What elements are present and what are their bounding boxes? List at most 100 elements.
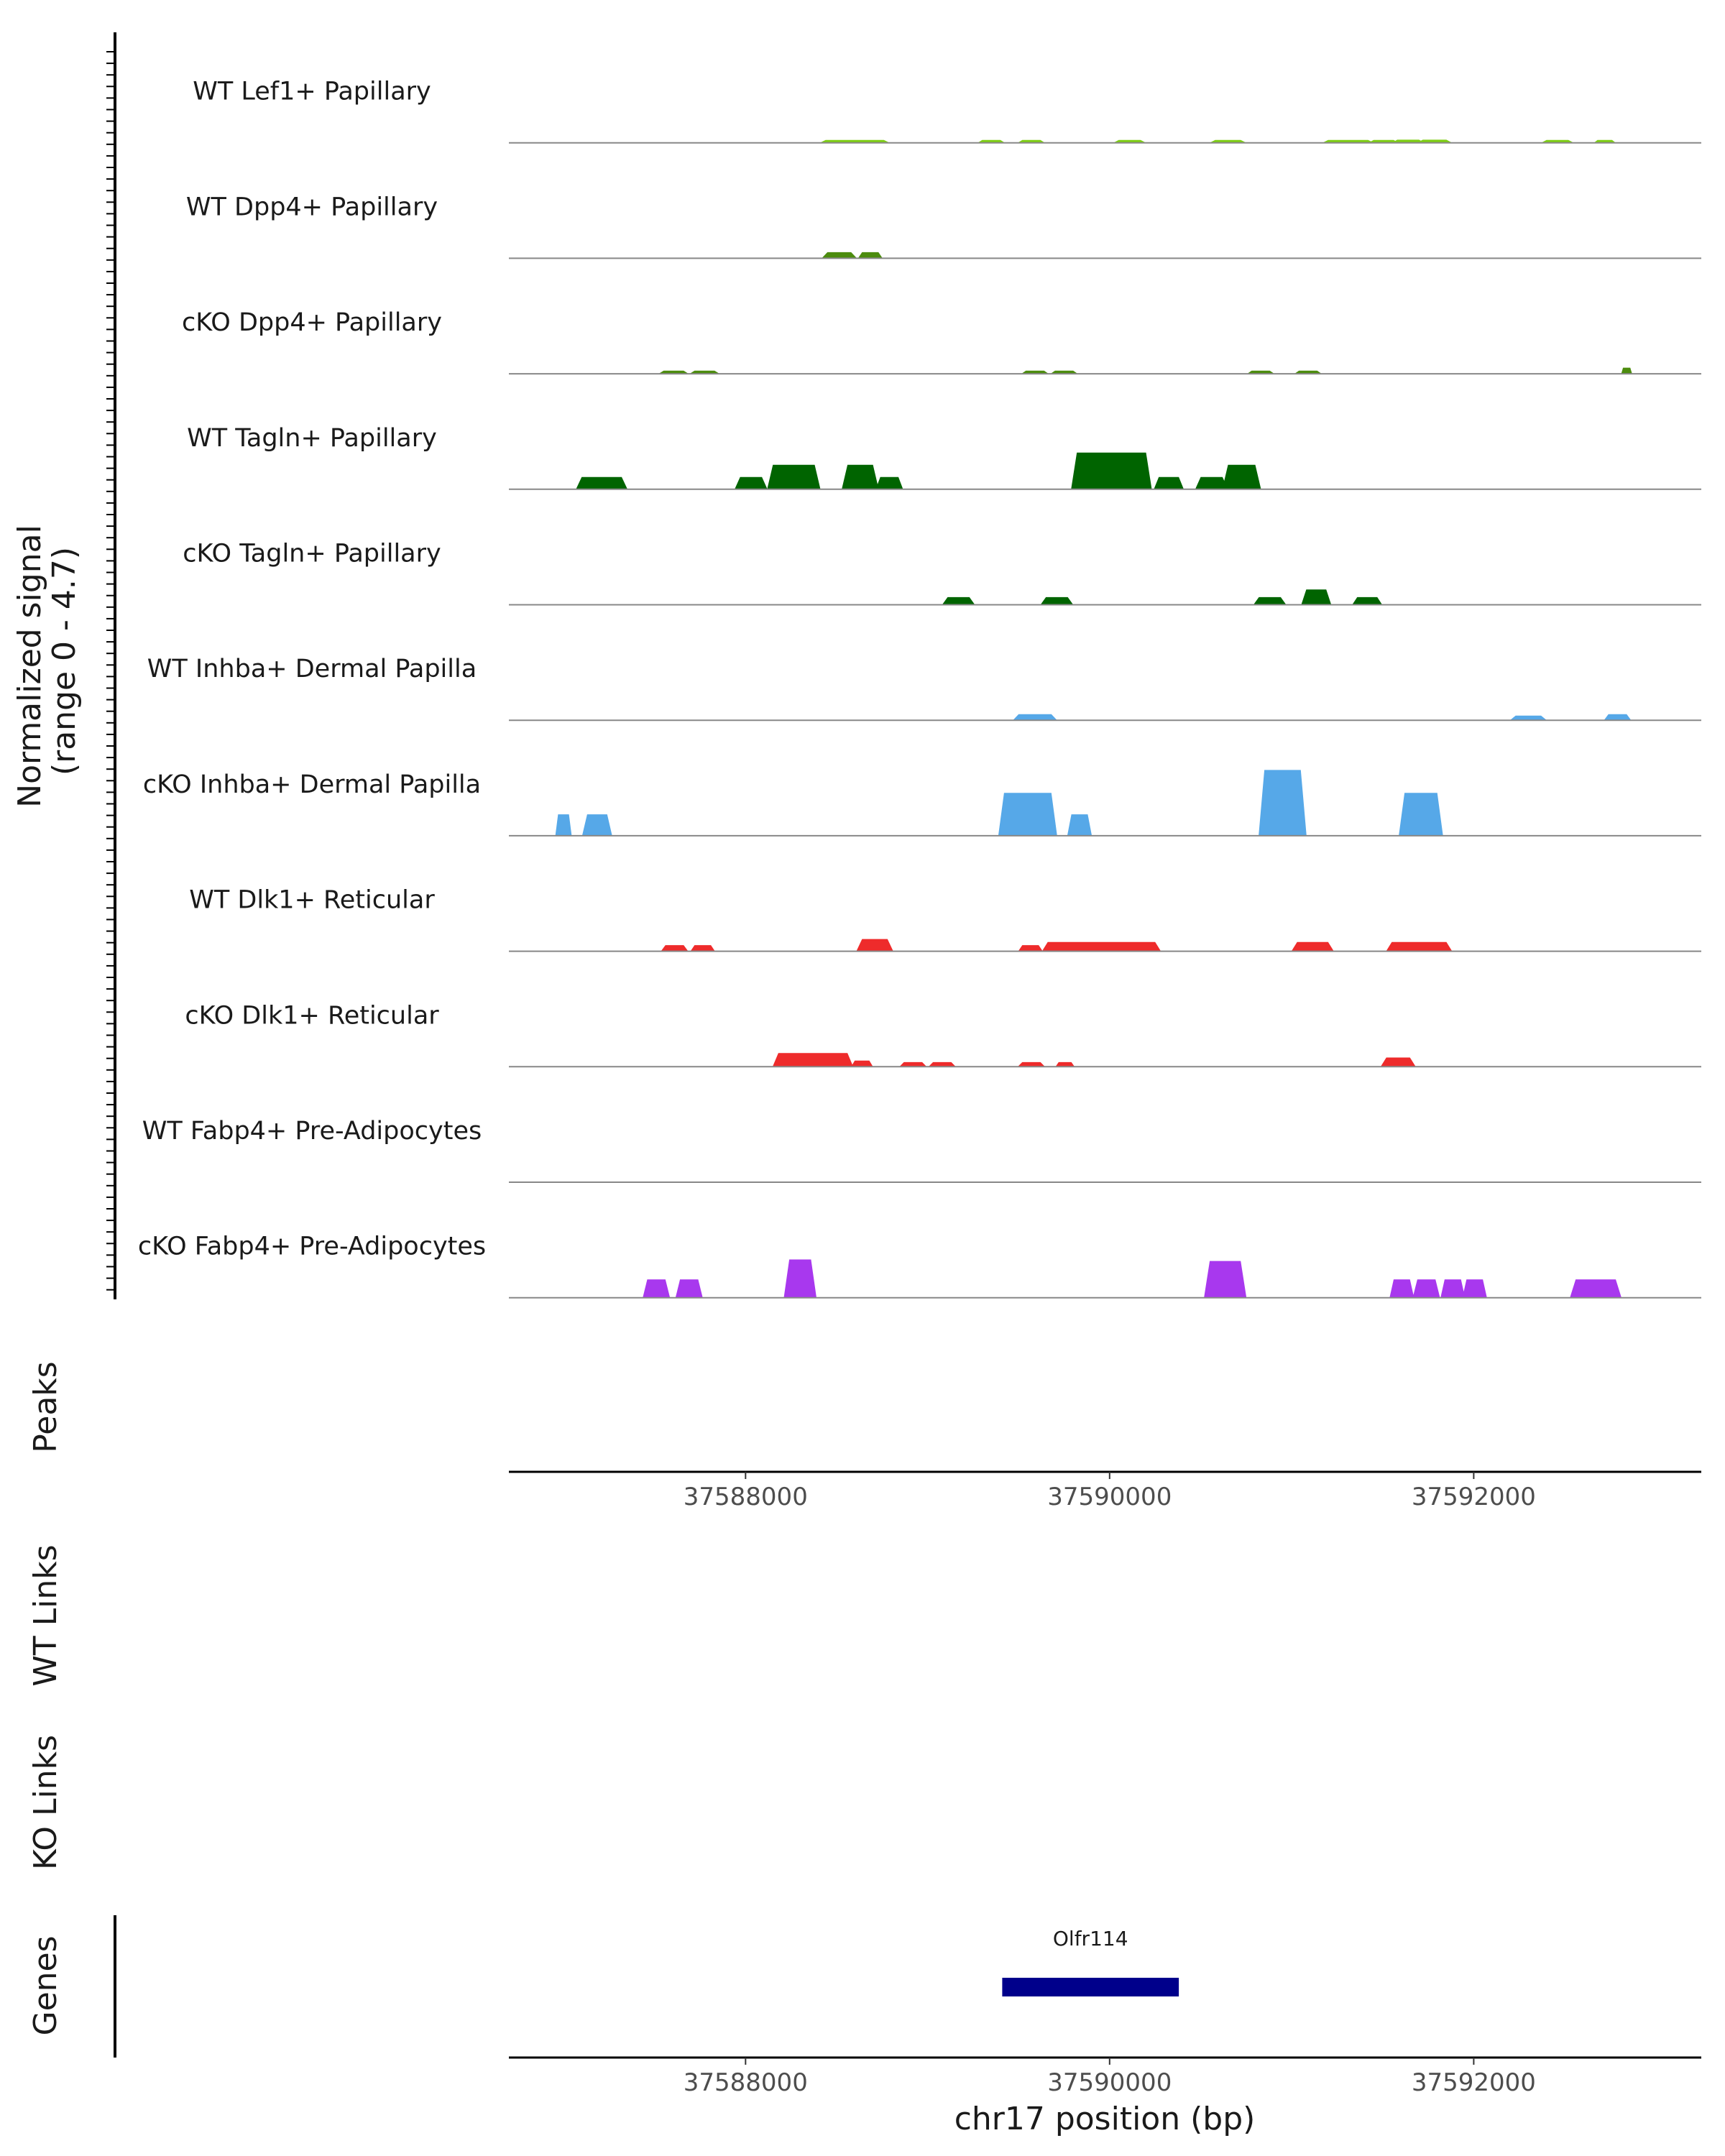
coverage-peak [1259, 770, 1307, 836]
ko-links-label: KO Links [27, 1735, 64, 1870]
coverage-peak [899, 1061, 927, 1067]
track-10: WT Fabp4+ Pre-Adipocytes [142, 1117, 1701, 1183]
track-label: cKO Tagln+ Papillary [183, 540, 441, 568]
coverage-peak [658, 370, 689, 374]
coverage-peak [1386, 941, 1453, 952]
coverage-peak [1247, 370, 1275, 374]
track-label: WT Fabp4+ Pre-Adipocytes [142, 1117, 482, 1146]
coverage-peak [690, 945, 715, 952]
signal-axis-label-line1: Normalized signal [12, 525, 48, 808]
wt-links-label: WT Links [27, 1544, 64, 1686]
x-tick-label: 37588000 [684, 1483, 808, 1511]
x-axis-title: chr17 position (bp) [954, 2101, 1256, 2137]
coverage-peak [1067, 814, 1092, 836]
coverage-peak [1055, 1061, 1075, 1067]
track-5: cKO Tagln+ Papillary [183, 540, 1701, 606]
coverage-peak [1621, 367, 1632, 374]
coverage-peak [581, 814, 612, 836]
coverage-peak [1389, 1279, 1414, 1298]
x-tick-label: 37590000 [1047, 2068, 1172, 2097]
track-label: WT Lef1+ Papillary [193, 78, 431, 106]
genes-label: Genes [27, 1935, 64, 2035]
track-6: WT Inhba+ Dermal Papilla [147, 655, 1701, 722]
track-label: cKO Dpp4+ Papillary [182, 308, 442, 337]
coverage-peak [1071, 452, 1152, 489]
coverage-peak [1440, 1279, 1466, 1298]
track-label: cKO Fabp4+ Pre-Adipocytes [138, 1233, 486, 1261]
genes-x-axis: 37588000 37590000 37592000 [509, 2056, 1701, 2097]
coverage-peak [555, 814, 572, 836]
coverage-peak [1040, 596, 1074, 605]
track-3: cKO Dpp4+ Papillary [182, 308, 1701, 375]
coverage-peak [998, 793, 1057, 836]
x-tick-label: 37588000 [684, 2068, 808, 2097]
coverage-peak [689, 370, 720, 374]
coverage-peak [1017, 1061, 1045, 1067]
coverage-peak [1412, 1279, 1440, 1298]
coverage-peak [822, 252, 857, 259]
track-2: WT Dpp4+ Papillary [186, 193, 1701, 259]
coverage-peak [1013, 714, 1057, 721]
coverage-peak [928, 1061, 956, 1067]
coverage-peak [675, 1279, 703, 1298]
signal-axis-label-line2: (range 0 - 4.7) [46, 547, 83, 775]
coverage-peak [1352, 596, 1383, 605]
peaks-x-axis: 37588000 37590000 37592000 [509, 1470, 1701, 1511]
coverage-peak [1021, 370, 1049, 374]
track-8: WT Dlk1+ Reticular [189, 886, 1701, 952]
gene-track: Olfr114 [1002, 1927, 1179, 1996]
coverage-peak [1399, 793, 1443, 836]
coverage-peak [1604, 714, 1632, 721]
coverage-peak [661, 945, 689, 952]
coverage-peak [1154, 476, 1184, 489]
track-label: cKO Dlk1+ Reticular [185, 1001, 439, 1030]
coverage-peak [1195, 476, 1228, 489]
coverage-peak [1392, 139, 1425, 143]
track-label: WT Inhba+ Dermal Papilla [147, 655, 477, 683]
track-label: WT Dlk1+ Reticular [189, 886, 435, 915]
coverage-peak [851, 1060, 873, 1067]
genes-axis-ticks: 37588000 37590000 37592000 [684, 2058, 1536, 2097]
coverage-tracks: WT Lef1+ Papillary WT Dpp4+ Papillary cKO … [138, 78, 1701, 1299]
coverage-peak [1417, 139, 1453, 143]
peaks-label: Peaks [27, 1361, 64, 1452]
coverage-peak [1380, 1057, 1416, 1067]
coverage-peak [942, 596, 975, 605]
track-label: WT Tagln+ Papillary [187, 424, 437, 453]
coverage-peak [1462, 1279, 1487, 1298]
signal-axis-label: Normalized signal (range 0 - 4.7) [12, 515, 83, 808]
track-4: WT Tagln+ Papillary [187, 424, 1701, 490]
x-tick-label: 37592000 [1412, 2068, 1536, 2097]
coverage-peak [1291, 941, 1334, 952]
coverage-peak [856, 939, 893, 952]
coverage-peak [767, 464, 821, 489]
track-11: cKO Fabp4+ Pre-Adipocytes [138, 1233, 1701, 1299]
coverage-peak [1509, 715, 1547, 721]
coverage-peak [1018, 945, 1043, 952]
coverage-peak [1301, 589, 1332, 605]
track-7: cKO Inhba+ Dermal Papilla [143, 770, 1701, 837]
coverage-peak [1222, 464, 1261, 489]
coverage-peak [857, 252, 883, 259]
track-9: cKO Dlk1+ Reticular [185, 1001, 1701, 1068]
gene-name-label: Olfr114 [1053, 1927, 1128, 1950]
coverage-peak [1204, 1261, 1247, 1298]
track-1: WT Lef1+ Papillary [193, 78, 1701, 144]
coverage-peak [1041, 941, 1162, 952]
track-label: WT Dpp4+ Papillary [186, 193, 438, 221]
coverage-peak [643, 1279, 671, 1298]
x-tick-label: 37592000 [1412, 1483, 1536, 1511]
coverage-peak [783, 1259, 816, 1298]
coverage-peak [875, 476, 903, 489]
coverage-peak [576, 476, 627, 489]
track-label: cKO Inhba+ Dermal Papilla [143, 770, 481, 799]
gene-body [1002, 1978, 1179, 1996]
coverage-peak [735, 476, 768, 489]
coverage-peak [1294, 370, 1322, 374]
coverage-peak [1570, 1279, 1622, 1298]
coverage-peak [1050, 370, 1078, 374]
x-tick-label: 37590000 [1047, 1483, 1172, 1511]
coverage-peak [1253, 596, 1287, 605]
signal-axis-ticks [106, 51, 115, 1291]
